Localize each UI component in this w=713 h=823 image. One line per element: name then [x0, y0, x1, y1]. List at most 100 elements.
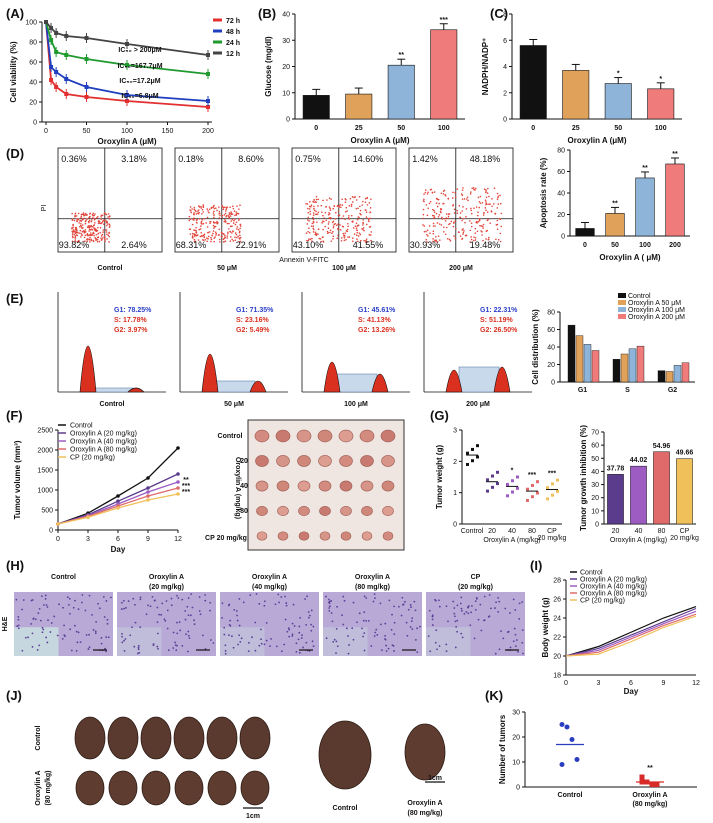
- panelH-nucleus: [311, 640, 314, 643]
- panelD-event-dot: [348, 236, 351, 238]
- panelH-nucleus: [265, 639, 268, 642]
- panelD-event-dot: [321, 211, 323, 213]
- panelH-nucleus: [260, 642, 263, 645]
- panelH-nucleus: [31, 646, 34, 648]
- panelH-nucleus: [498, 648, 501, 651]
- panelD-event-dot: [97, 232, 100, 235]
- panelH-nucleus: [504, 607, 507, 610]
- panelF-tumor-specimen: [255, 455, 269, 467]
- panelGi-y-tick-label: 50: [591, 456, 599, 463]
- panelD-event-dot: [476, 230, 479, 233]
- panelH-nucleus: [231, 635, 233, 638]
- panelD-event-dot: [93, 214, 96, 217]
- panelGw-y-tick-label: 1: [453, 490, 457, 497]
- panelH-nucleus: [181, 645, 184, 647]
- panelD-event-dot: [230, 211, 232, 213]
- panelD-event-dot: [94, 222, 96, 224]
- panelD-event-dot: [209, 221, 211, 223]
- panelD-event-dot: [208, 231, 211, 233]
- panelH-nucleus: [106, 622, 109, 625]
- panelD-event-dot: [210, 238, 213, 241]
- panelH-nucleus: [229, 619, 232, 622]
- panelH-nucleus: [500, 630, 502, 633]
- panelD-event-dot: [351, 240, 354, 243]
- panelH-nucleus: [495, 601, 497, 604]
- panelH-nucleus: [88, 646, 91, 649]
- panelH-nucleus: [42, 604, 45, 606]
- panelF-point: [146, 486, 150, 490]
- panelD-event-dot: [493, 203, 495, 205]
- panelD-event-dot: [206, 216, 209, 219]
- panelD-event-dot: [457, 231, 460, 233]
- panelD-event-dot: [322, 228, 324, 231]
- panelD-event-dot: [203, 236, 206, 239]
- panelD-event-dot: [364, 209, 367, 211]
- panelD-event-dot: [74, 237, 76, 239]
- panelE-bar: [628, 348, 637, 383]
- panelD-y-tick-label: 40: [557, 191, 565, 198]
- panelG-x-tick-label: CP 20 mg/kg: [538, 528, 567, 542]
- panelH-nucleus: [512, 640, 515, 643]
- panelD-event-dot: [216, 220, 218, 223]
- panelH-nucleus: [275, 645, 278, 648]
- panelH-nucleus: [373, 593, 376, 595]
- panelD-event-dot: [82, 212, 85, 214]
- panelH-nucleus: [431, 615, 434, 618]
- panelD-event-dot: [347, 214, 350, 217]
- panelH-nucleus: [269, 645, 271, 648]
- label-line: 20 mg/kg: [670, 535, 699, 542]
- panelD-event-dot: [86, 226, 89, 229]
- panelE-condition-caption: 100 μM: [344, 401, 368, 408]
- panelH-nucleus: [411, 617, 414, 619]
- panelD-event-dot: [427, 191, 429, 194]
- panelH-nucleus: [70, 649, 73, 652]
- panelD-event-dot: [197, 209, 200, 211]
- panelD-event-dot: [307, 216, 310, 219]
- panelD-event-dot: [102, 229, 105, 231]
- panelF-tumor-specimen: [254, 429, 270, 443]
- panelC-significance: *: [617, 71, 620, 78]
- panelH-nucleus: [453, 612, 456, 615]
- panelH-nucleus: [310, 609, 313, 612]
- panelD-event-dot: [80, 217, 82, 219]
- panelD-event-dot: [470, 236, 472, 238]
- panelD-event-dot: [107, 216, 109, 218]
- panelD-event-dot: [81, 230, 84, 233]
- panelA-ic50-label: IC₅₀=6.8μM: [121, 93, 158, 100]
- panelD-event-dot: [206, 240, 208, 243]
- panelD-event-dot: [108, 226, 111, 228]
- panelD-event-dot: [328, 221, 330, 223]
- panelD-event-dot: [462, 206, 464, 208]
- panelD-event-dot: [222, 238, 225, 241]
- panelH-nucleus: [193, 619, 195, 622]
- panel-label-I: (I): [530, 558, 542, 573]
- panelH-nucleus: [63, 624, 65, 627]
- panelD-event-dot: [90, 225, 93, 228]
- panelH-nucleus: [16, 625, 19, 628]
- panelD-event-dot: [202, 239, 205, 242]
- panelD-event-dot: [485, 201, 487, 203]
- panelE-g1-value: G1: 71.35%: [236, 307, 274, 314]
- panelD-event-dot: [487, 203, 489, 205]
- panelD-event-dot: [474, 239, 477, 241]
- panelD-event-dot: [102, 237, 104, 239]
- panelH-nucleus: [188, 637, 191, 640]
- panelD-event-dot: [237, 228, 240, 231]
- panelE-legend-label: Oroxylin A 200 μM: [628, 314, 685, 321]
- panelH-caption: Control: [51, 574, 76, 581]
- panelH-nucleus: [17, 627, 20, 630]
- panelD-event-dot: [461, 194, 464, 197]
- panelF-tumor-specimen: [381, 455, 395, 467]
- panelF-photo-label-80: 80: [240, 508, 248, 515]
- panelD-event-dot: [202, 211, 205, 213]
- panelD-event-dot: [482, 214, 485, 216]
- panelE-x-tick-label: G2: [668, 387, 677, 394]
- panelE-g1-value: G1: 22.31%: [480, 307, 518, 314]
- panelH-nucleus: [105, 636, 108, 639]
- panelB-y-tick-label: 40: [282, 12, 290, 19]
- panelE-g1-value: G1: 78.25%: [114, 307, 152, 314]
- panelD-event-dot: [224, 240, 227, 243]
- panelD-event-dot: [195, 234, 197, 237]
- panelD-event-dot: [335, 224, 338, 227]
- panelH-nucleus: [460, 596, 463, 599]
